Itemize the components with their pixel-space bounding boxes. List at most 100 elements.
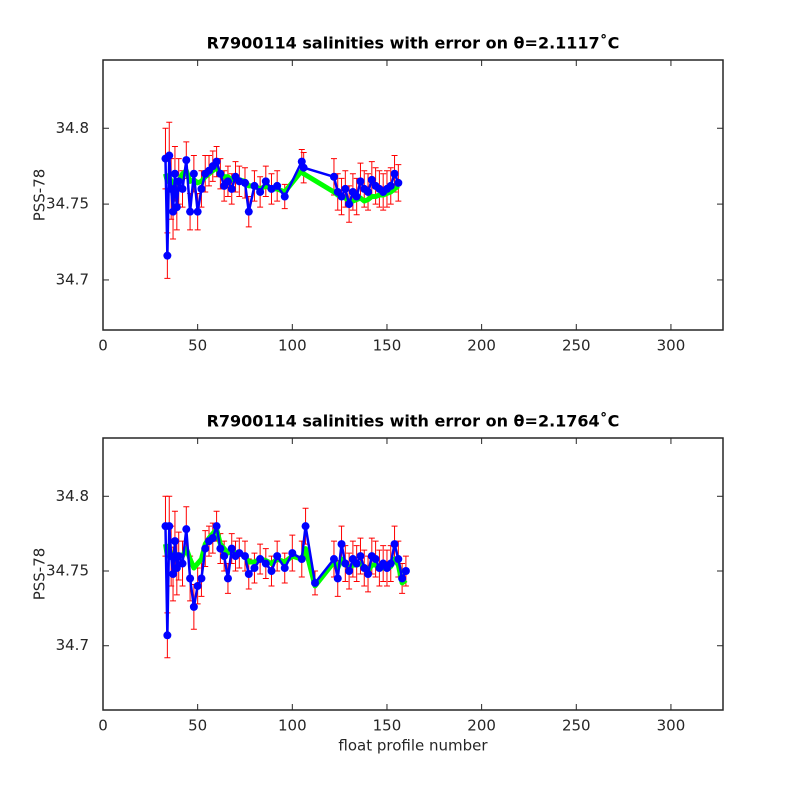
salinity-marker <box>250 181 259 190</box>
salinity-marker <box>297 555 306 564</box>
salinity-marker <box>352 192 361 201</box>
salinity-marker <box>244 207 253 216</box>
x-tick-label: 250 <box>562 717 591 735</box>
y-tick-label: 34.75 <box>46 562 89 580</box>
x-tick-label: 100 <box>278 717 307 735</box>
salinity-marker <box>267 567 276 576</box>
x-tick-label: 200 <box>467 337 496 355</box>
x-tick-label: 150 <box>373 337 402 355</box>
salinity-marker <box>333 574 342 583</box>
salinity-marker <box>329 555 338 564</box>
axes-box <box>102 437 724 711</box>
salinity-marker <box>165 522 174 531</box>
salinity-marker <box>337 540 346 549</box>
salinity-marker <box>240 178 249 187</box>
salinity-marker <box>212 157 221 166</box>
salinity-marker <box>216 544 225 553</box>
salinity-marker <box>172 564 181 573</box>
salinity-marker <box>364 187 373 196</box>
x-tick-label: 300 <box>657 717 686 735</box>
salinity-marker <box>163 631 172 640</box>
y-tick-label: 34.7 <box>56 270 89 288</box>
salinity-marker <box>189 602 198 611</box>
salinity-marker <box>280 192 289 201</box>
salinity-marker <box>280 564 289 573</box>
salinity-marker <box>386 559 395 568</box>
salinity-marker <box>178 559 187 568</box>
salinity-marker <box>189 169 198 178</box>
salinity-marker <box>170 537 179 546</box>
salinity-marker <box>240 552 249 561</box>
y-axis-label: PSS-78 <box>31 169 49 222</box>
y-tick-label: 34.75 <box>46 195 89 213</box>
salinity-marker <box>172 203 181 212</box>
salinity-marker <box>273 552 282 561</box>
salinity-marker <box>244 570 253 578</box>
salinity-marker <box>341 184 350 193</box>
salinity-marker <box>360 564 369 573</box>
y-tick-label: 34.7 <box>56 636 89 654</box>
salinity-marker <box>301 522 310 531</box>
x-tick-label: 50 <box>188 337 207 355</box>
y-tick-label: 34.8 <box>56 487 89 505</box>
salinity-marker <box>186 207 195 216</box>
x-tick-label: 0 <box>98 717 108 735</box>
y-axis-label: PSS-78 <box>31 548 49 601</box>
salinity-marker <box>356 552 365 561</box>
salinity-marker <box>273 181 282 190</box>
salinity-marker <box>364 570 373 578</box>
salinity-marker <box>345 567 354 576</box>
salinity-marker <box>386 181 395 190</box>
salinity-marker <box>174 177 183 186</box>
salinity-marker <box>212 522 221 531</box>
salinity-marker <box>227 544 236 553</box>
salinity-marker <box>167 184 176 193</box>
x-tick-label: 50 <box>188 717 207 735</box>
salinity-marker <box>169 570 178 578</box>
salinity-marker <box>297 157 306 166</box>
salinity-marker <box>256 555 265 564</box>
salinity-marker <box>398 574 407 583</box>
chart-title: R7900114 salinities with error on θ=2.11… <box>207 34 620 53</box>
salinity-marker <box>299 163 308 172</box>
salinity-marker <box>193 581 202 590</box>
salinity-marker <box>174 552 183 561</box>
x-tick-label: 200 <box>467 717 496 735</box>
salinity-marker <box>170 169 179 178</box>
x-tick-label: 300 <box>657 337 686 355</box>
plot-area <box>103 60 723 330</box>
x-tick-label: 250 <box>562 337 591 355</box>
salinity-marker <box>371 555 380 564</box>
salinity-marker <box>261 177 270 186</box>
salinity-marker <box>201 544 210 553</box>
salinity-marker <box>352 559 361 568</box>
salinity-marker <box>401 567 410 576</box>
salinity-marker <box>178 184 187 193</box>
plot-area <box>103 438 723 710</box>
salinity-marker <box>356 177 365 186</box>
x-tick-label: 150 <box>373 717 402 735</box>
salinity-marker <box>250 564 259 573</box>
x-tick-label: 100 <box>278 337 307 355</box>
salinity-marker <box>186 574 195 583</box>
salinity-marker <box>329 172 338 181</box>
salinity-marker <box>163 251 172 260</box>
salinity-marker <box>197 184 206 193</box>
salinity-marker <box>345 200 354 209</box>
axes-box <box>102 59 724 331</box>
salinity-marker <box>390 169 399 178</box>
salinity-marker <box>220 552 229 561</box>
salinity-marker <box>197 574 206 583</box>
salinity-marker <box>337 192 346 201</box>
salinity-marker <box>223 574 232 583</box>
salinity-marker <box>227 184 236 193</box>
salinity-marker <box>390 540 399 549</box>
salinity-marker <box>208 534 217 543</box>
salinity-marker <box>341 559 350 568</box>
chart-title: R7900114 salinities with error on θ=2.17… <box>207 412 620 431</box>
salinity-marker <box>182 156 191 165</box>
salinity-marker <box>394 178 403 187</box>
salinity-marker <box>167 552 176 561</box>
